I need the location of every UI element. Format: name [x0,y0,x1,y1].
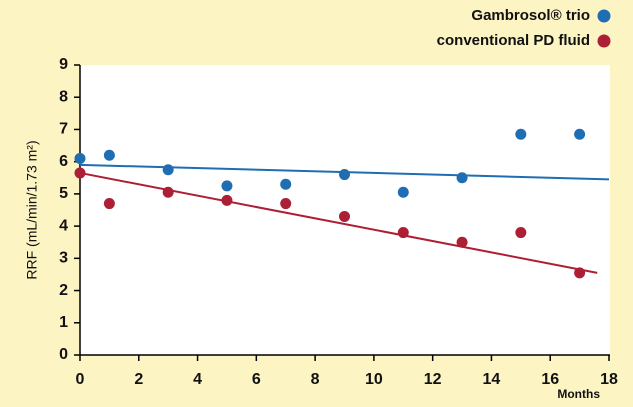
y-tick-label: 9 [59,56,68,73]
data-point [515,128,527,140]
data-point [221,194,233,206]
legend-marker [597,9,611,23]
x-tick-label: 12 [424,371,442,388]
data-point [515,227,527,239]
data-point [456,236,468,248]
x-tick-label: 6 [252,371,261,388]
y-axis-label: RRF (mL/min/1.73 m²) [24,140,40,279]
data-point [103,198,115,210]
y-tick-label: 5 [59,185,68,202]
x-tick-label: 14 [483,371,501,388]
plot-area [80,65,610,355]
data-point [74,152,86,164]
legend-marker [597,34,611,48]
y-tick-label: 6 [59,153,68,170]
data-point [162,164,174,176]
y-tick-label: 1 [59,314,68,331]
data-point [339,169,350,181]
data-point [456,172,468,184]
legend-label: conventional PD fluid [437,32,590,49]
data-point [103,149,115,161]
data-point [397,227,409,239]
x-tick-label: 2 [134,371,143,388]
y-tick-label: 0 [59,346,68,363]
y-tick-label: 7 [59,121,68,138]
data-point [221,180,233,192]
x-tick-label: 16 [541,371,559,388]
data-point [162,186,174,198]
x-tick-label: 0 [76,371,85,388]
data-point [397,186,409,198]
y-tick-label: 4 [59,217,68,234]
x-tick-label: 4 [193,371,202,388]
data-point [280,198,292,210]
y-tick-label: 8 [59,88,68,105]
x-tick-label: 8 [311,371,320,388]
data-point [74,167,86,179]
data-point [280,178,292,190]
data-point [574,267,586,279]
x-axis-label: Months [557,387,600,401]
y-tick-label: 3 [59,250,68,267]
data-point [574,128,586,140]
x-tick-label: 10 [365,371,383,388]
legend-label: Gambrosol® trio [471,7,590,24]
data-point [339,210,350,222]
x-tick-label: 18 [600,371,618,388]
y-tick-label: 2 [59,282,68,299]
